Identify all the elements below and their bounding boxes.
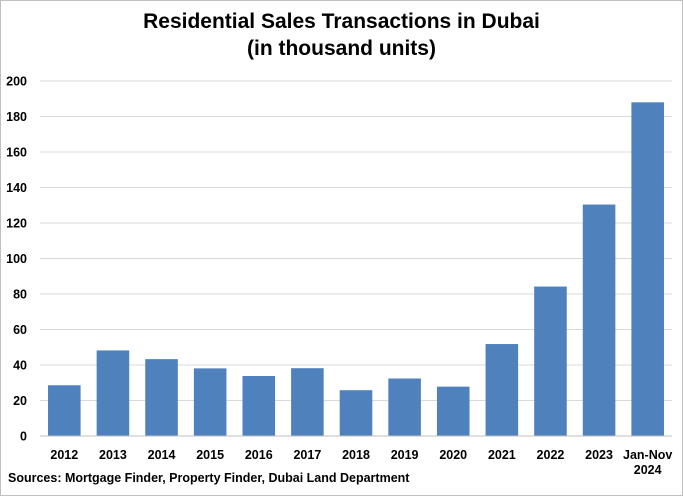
bar	[485, 344, 519, 436]
bar	[534, 286, 567, 436]
x-tick-label: 2012	[50, 448, 78, 462]
bar	[242, 376, 276, 436]
y-tick-label: 0	[20, 430, 27, 444]
bar	[388, 378, 421, 436]
x-tick-label: Jan-Nov 2024	[623, 448, 672, 477]
x-tick-label: 2023	[585, 448, 613, 462]
bar	[339, 390, 373, 436]
bar	[631, 102, 664, 437]
y-tick-label: 120	[6, 217, 27, 231]
x-tick-label: 2018	[342, 448, 370, 462]
x-tick-label: 2014	[148, 448, 176, 462]
y-tick-label: 200	[6, 75, 27, 89]
bar	[96, 350, 130, 436]
y-tick-label: 100	[6, 252, 27, 266]
bar	[48, 385, 81, 436]
y-tick-label: 40	[13, 359, 27, 373]
x-tick-label: 2020	[439, 448, 467, 462]
bar	[436, 386, 470, 436]
x-tick-label: 2019	[391, 448, 419, 462]
y-tick-label: 80	[13, 288, 27, 302]
bar	[291, 368, 324, 436]
x-tick-label: 2021	[488, 448, 516, 462]
chart-title: Residential Sales Transactions in Dubai	[143, 10, 540, 33]
x-tick-label: 2022	[537, 448, 565, 462]
bar	[145, 359, 178, 436]
chart-subtitle: (in thousand units)	[247, 37, 436, 60]
x-tick-label: 2016	[245, 448, 273, 462]
x-tick-label: 2015	[196, 448, 224, 462]
y-tick-label: 180	[6, 110, 27, 124]
x-tick-label: 2013	[99, 448, 127, 462]
y-tick-label: 160	[6, 146, 27, 160]
y-tick-label: 140	[6, 181, 27, 195]
y-tick-label: 60	[13, 323, 27, 337]
chart-title-block: Residential Sales Transactions in Dubai …	[0, 8, 683, 62]
x-tick-label: 2017	[293, 448, 321, 462]
bar	[582, 204, 616, 436]
bar	[193, 368, 227, 436]
y-tick-label: 20	[13, 394, 27, 408]
chart-source-note: Sources: Mortgage Finder, Property Finde…	[8, 471, 410, 485]
